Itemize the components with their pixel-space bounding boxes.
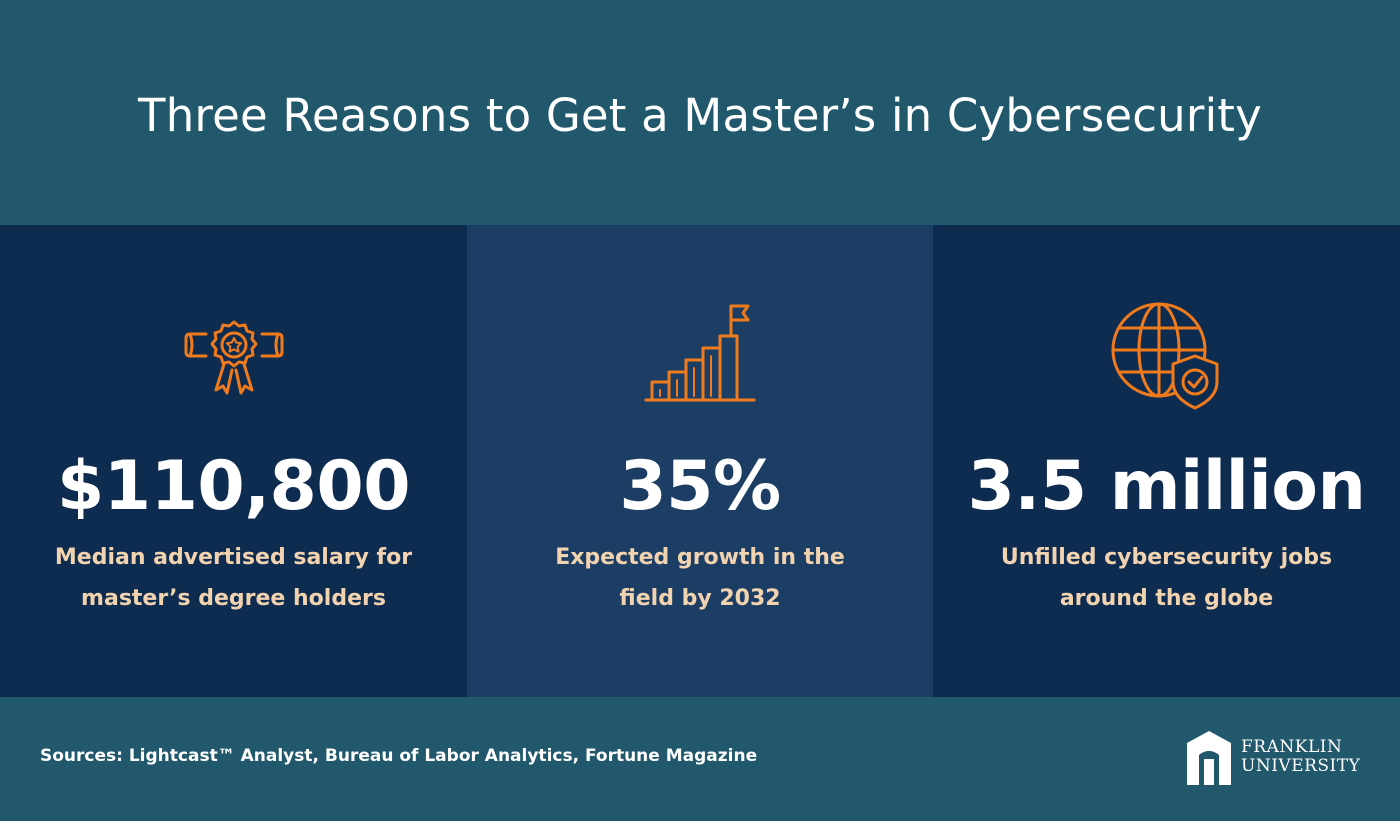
stat-description-line: field by 2032 — [619, 586, 781, 611]
stats-panels: $110,800 Median advertised salary for ma… — [0, 225, 1400, 697]
stat-description: Expected growth in the field by 2032 — [467, 537, 933, 619]
franklin-building-icon — [1187, 731, 1231, 785]
stat-description-line: Median advertised salary for — [54, 545, 413, 570]
stat-description: Median advertised salary for master’s de… — [0, 537, 467, 619]
award-ribbon-icon — [134, 295, 334, 415]
globe-shield-icon — [1067, 295, 1267, 415]
stat-panel-growth: 35% Expected growth in the field by 2032 — [467, 225, 933, 697]
stat-panel-salary: $110,800 Median advertised salary for ma… — [0, 225, 467, 697]
page-title: Three Reasons to Get a Master’s in Cyber… — [138, 88, 1262, 142]
logo-line: FRANKLIN — [1241, 737, 1343, 757]
stat-panel-jobs: 3.5 million Unfilled cybersecurity jobs … — [933, 225, 1400, 697]
stat-description: Unfilled cybersecurity jobs around the g… — [933, 537, 1400, 619]
franklin-university-logo: FRANKLIN UNIVERSITY — [1185, 727, 1365, 787]
stat-description-line: master’s degree holders — [81, 586, 386, 611]
logo-text: FRANKLIN UNIVERSITY — [1241, 738, 1360, 776]
header: Three Reasons to Get a Master’s in Cyber… — [0, 0, 1400, 225]
stat-value: 3.5 million — [967, 447, 1366, 526]
logo-line: UNIVERSITY — [1241, 756, 1361, 776]
growth-chart-flag-icon — [600, 295, 800, 415]
sources-text: Sources: Lightcast™ Analyst, Bureau of L… — [40, 746, 758, 766]
stat-description-line: around the globe — [1059, 586, 1274, 611]
stat-description-line: Expected growth in the — [555, 545, 845, 570]
stat-value: 35% — [619, 447, 781, 526]
stat-value: $110,800 — [56, 447, 411, 526]
stat-description-line: Unfilled cybersecurity jobs — [1000, 545, 1333, 570]
